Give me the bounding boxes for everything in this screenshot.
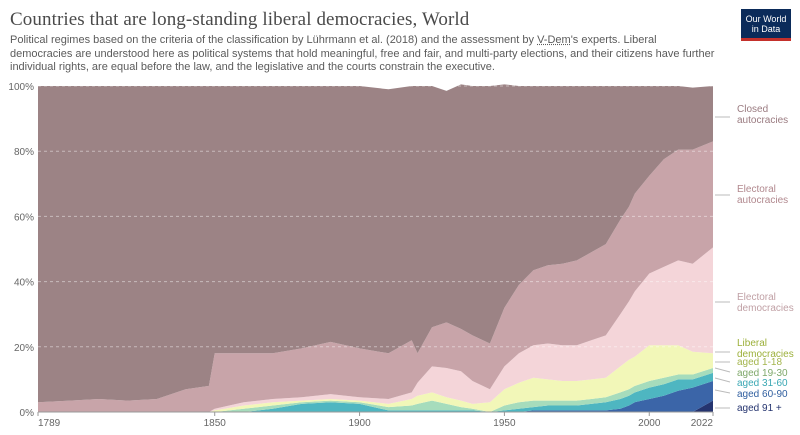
y-tick-label: 60% — [14, 212, 34, 223]
legend-elec-aut-line2: autocracies — [737, 195, 788, 206]
legend-connector-aged-31-60 — [714, 377, 731, 383]
legend-liberal-line2: democracies — [737, 349, 794, 360]
legend-connector-aged-60-90 — [714, 389, 731, 394]
x-tick-label: 1950 — [493, 418, 516, 429]
x-tick-label: 2022 — [691, 418, 714, 429]
logo-line-1: Our World — [745, 14, 787, 24]
legend-closed-line2: autocracies — [737, 115, 788, 126]
chart-title: Countries that are long-standing liberal… — [10, 9, 470, 30]
y-tick-label: 40% — [14, 278, 34, 289]
area-series-6[interactable] — [38, 141, 713, 412]
legend-elec-dem-line2: democracies — [737, 303, 794, 314]
legend-aged-60-90[interactable]: aged 60-90 — [737, 389, 788, 400]
x-tick-label: 1789 — [38, 418, 61, 429]
area-series-7[interactable] — [38, 84, 713, 403]
x-tick-label: 2000 — [638, 418, 661, 429]
x-tick-label: 1900 — [348, 418, 371, 429]
area-series-3[interactable] — [38, 368, 713, 412]
legend-elec-aut-line1: Electoral — [737, 184, 776, 195]
tick-layer: 0% 20% 40% 60% 80% 100% 1789 1850 1900 1950 2000 20… — [8, 82, 714, 429]
subtitle-text-1: Political regimes based on the criteria … — [10, 34, 538, 46]
grid-layer — [38, 85, 713, 348]
chart-subtitle: Political regimes based on the criteria … — [10, 34, 720, 75]
legend-connector-aged-19-30 — [714, 367, 731, 373]
area-series-4[interactable] — [38, 345, 713, 412]
legend-electoral-autocracies[interactable]: Electoral autocracies — [737, 184, 788, 206]
x-tick-label: 1850 — [204, 418, 227, 429]
legend-liberal-line1: Liberal — [737, 338, 767, 349]
y-tick-label: 0% — [20, 408, 35, 419]
legend-electoral-democracies[interactable]: Electoral democracies — [737, 292, 794, 314]
logo-line-2: in Data — [751, 24, 781, 34]
y-tick-label: 100% — [8, 82, 34, 93]
area-layer — [38, 84, 713, 412]
y-tick-label: 20% — [14, 343, 34, 354]
vdem-link[interactable]: V-Dem — [537, 34, 571, 46]
subtitle-text-2: 's experts. Liberal democracies are unde… — [10, 34, 715, 74]
legend-closed-line1: Closed — [737, 104, 768, 115]
owid-logo[interactable]: Our World in Data — [741, 9, 791, 41]
legend-aged-91-plus[interactable]: aged 91 + — [737, 403, 782, 414]
legend-elec-dem-line1: Electoral — [737, 292, 776, 303]
legend-aged-1-18[interactable]: aged 1-18 — [737, 357, 782, 368]
legend-liberal-democracies[interactable]: Liberal democracies — [737, 338, 794, 360]
area-series-5[interactable] — [38, 247, 713, 412]
legend-aged-19-30[interactable]: aged 19-30 — [737, 368, 788, 379]
legend-closed-autocracies[interactable]: Closed autocracies — [737, 104, 788, 126]
area-series-1[interactable] — [38, 381, 713, 412]
legend: Closed autocracies Electoral autocracies E… — [714, 104, 794, 414]
y-tick-label: 80% — [14, 147, 34, 158]
legend-aged-31-60[interactable]: aged 31-60 — [737, 378, 788, 389]
